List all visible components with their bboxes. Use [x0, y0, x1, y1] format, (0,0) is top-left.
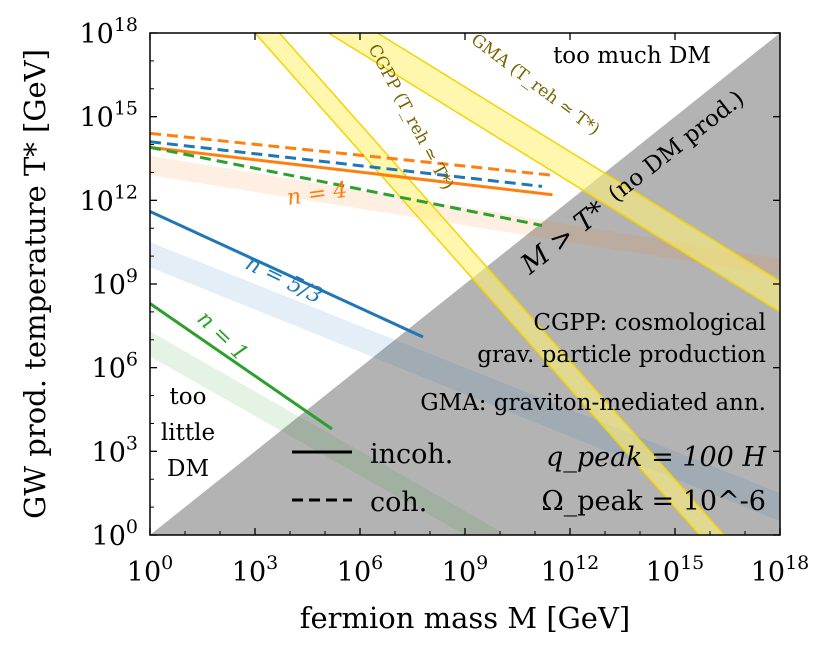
cgpp-band-edge-1	[254, 33, 701, 535]
svg-text:fermion mass M [GeV]: fermion mass M [GeV]	[300, 601, 630, 635]
series-band-n4	[150, 155, 780, 276]
y-axis-title: GW prod. temperature T* [GeV]	[18, 49, 52, 519]
x-tick-label: 103	[232, 552, 278, 588]
gma-definition: GMA: graviton-mediated ann.	[420, 390, 766, 416]
omega-peak-annotation: Ω_peak = 10^-6	[541, 486, 766, 517]
y-tick-label: 1015	[79, 98, 138, 134]
series-label-n1: n = 1	[192, 306, 253, 366]
too-little-dm-label-line3: DM	[167, 456, 209, 482]
x-tick-label: 100	[127, 552, 173, 588]
too-much-dm-label: too much DM	[553, 43, 711, 69]
series-line-n53-solid	[150, 210, 424, 339]
legend: incoh. coh.	[292, 439, 453, 518]
y-tick-label: 103	[92, 432, 138, 468]
plot-area	[150, 33, 780, 535]
legend-incoh-label: incoh.	[370, 439, 453, 470]
qpeak-annotation: q_peak = 100 H	[546, 442, 766, 473]
y-tick-label: 1012	[79, 181, 138, 217]
legend-coh-label: coh.	[370, 487, 427, 518]
y-tick-label: 1018	[79, 14, 138, 50]
series-line-n1-solid	[150, 302, 333, 431]
cgpp-definition-line1: CGPP: cosmological	[533, 310, 766, 336]
y-tick-label: 100	[92, 516, 138, 552]
svg-text:GW prod. temperature T* [GeV]: GW prod. temperature T* [GeV]	[18, 49, 52, 519]
x-axis-title: fermion mass M [GeV]	[300, 601, 630, 635]
gma-band-edge-1	[328, 33, 780, 313]
series-line-n4-solid	[150, 145, 553, 197]
y-tick-label: 109	[92, 265, 138, 301]
svg-text:n = 1: n = 1	[192, 306, 253, 366]
x-tick-label: 106	[337, 552, 383, 588]
x-tick-label: 1018	[751, 552, 810, 588]
cgpp-band	[255, 33, 724, 535]
too-little-dm-label-line1: too	[170, 384, 207, 410]
series-band-n1	[150, 331, 507, 535]
too-little-dm-label-line2: little	[161, 420, 215, 446]
excluded-region-m-greater-than-t	[150, 33, 780, 535]
gma-band-edge-0	[377, 33, 780, 282]
series-band-n53	[150, 242, 780, 522]
y-tick-label: 106	[92, 349, 138, 385]
cgpp-definition-line2: grav. particle production	[477, 342, 766, 368]
series-line-n53-dashed	[150, 140, 543, 188]
x-tick-label: 109	[442, 552, 488, 588]
series-line-n1-dashed	[150, 145, 543, 227]
x-tick-label: 1015	[646, 552, 705, 588]
x-tick-label: 1012	[541, 552, 600, 588]
cgpp-band-edge-0	[278, 33, 725, 535]
